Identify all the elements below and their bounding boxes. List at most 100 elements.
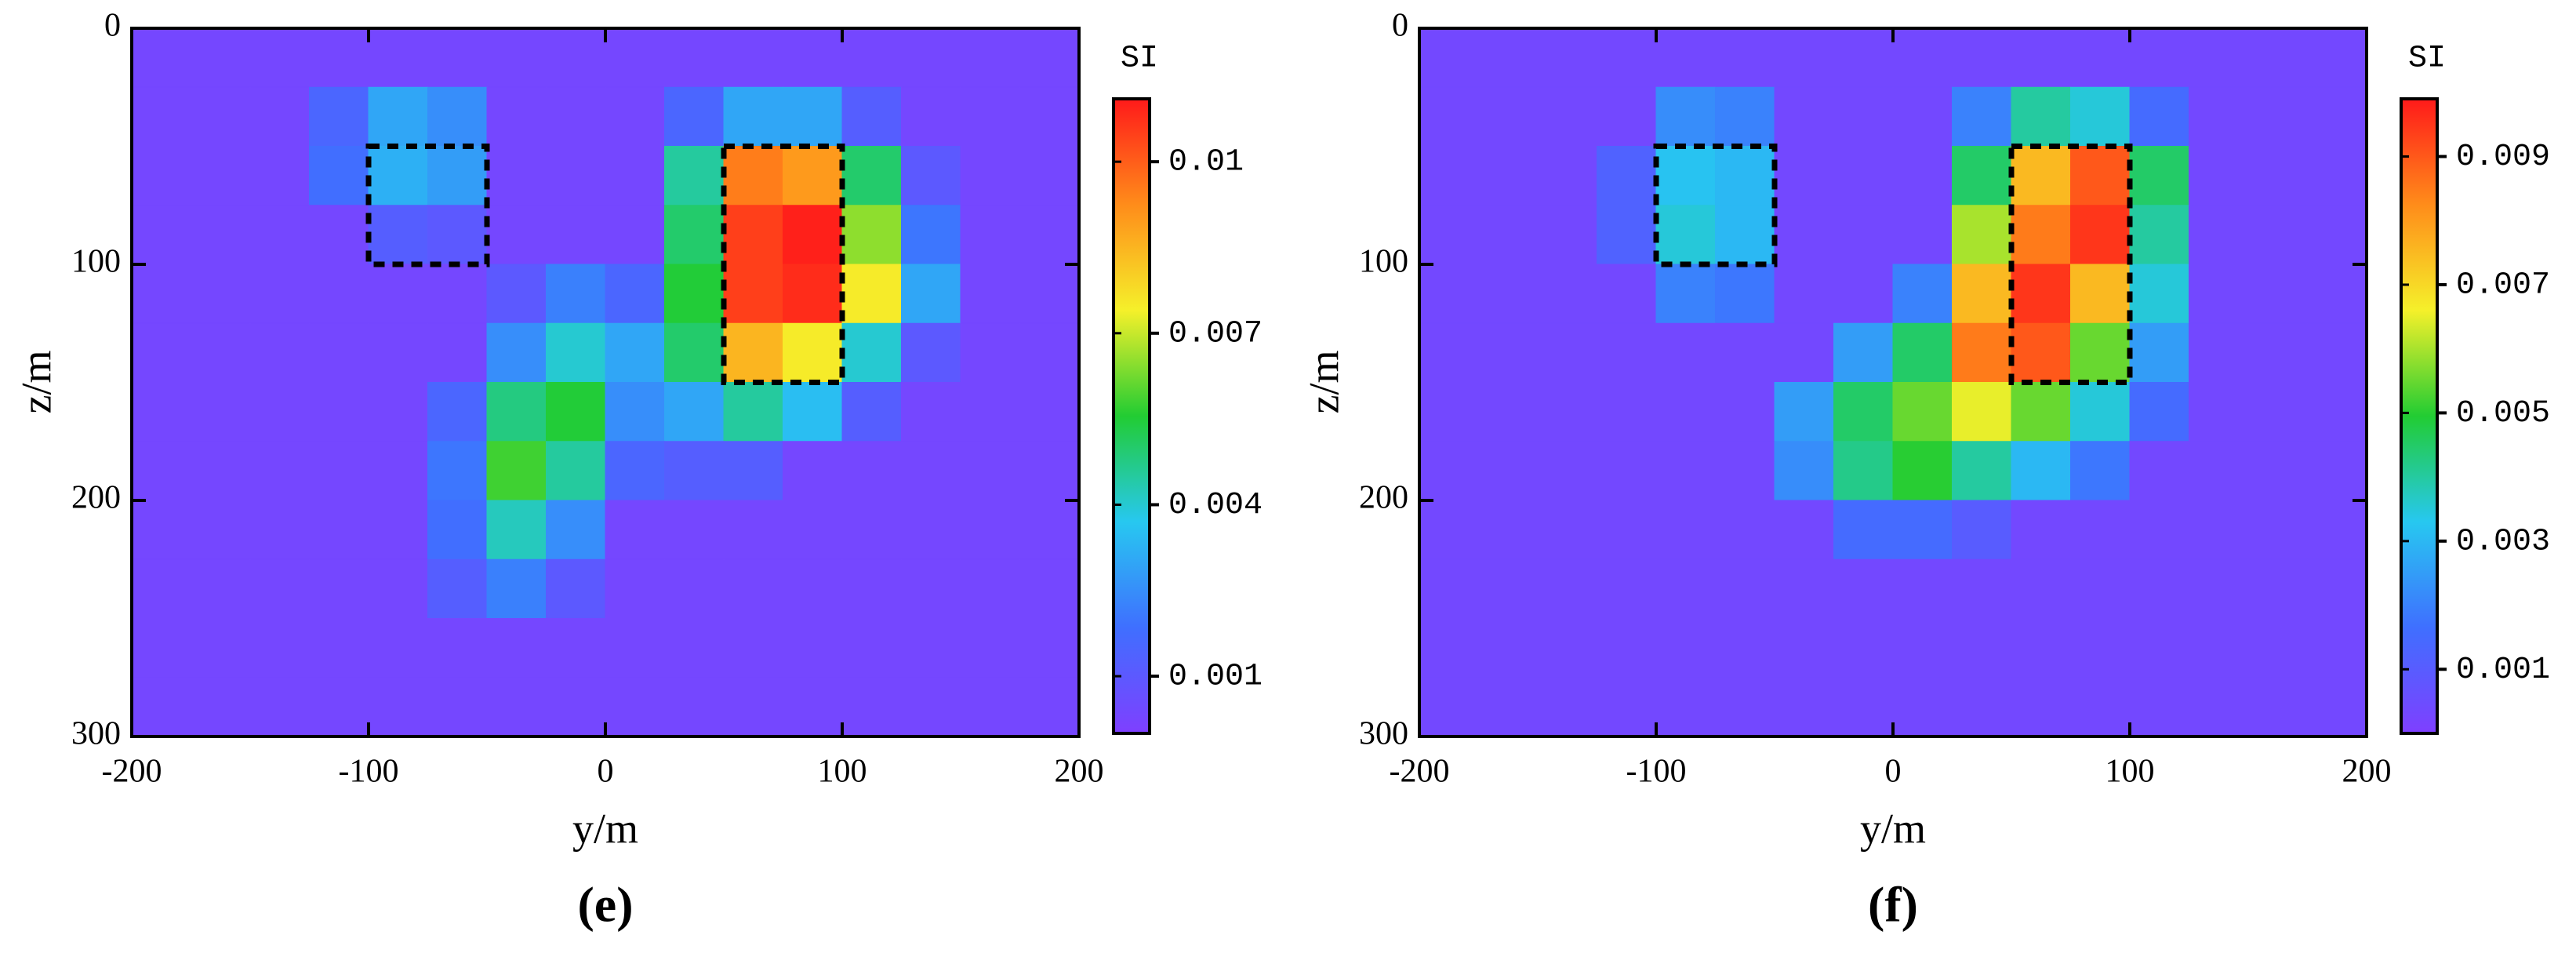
heatmap-cell xyxy=(960,264,1020,324)
heatmap-cell xyxy=(2070,146,2131,206)
heatmap-cell xyxy=(427,500,488,560)
heatmap-cell xyxy=(1952,558,2012,619)
target-box xyxy=(2008,144,2133,385)
y-tick-label: 0 xyxy=(104,8,121,44)
heatmap-cell xyxy=(783,558,843,619)
heatmap-cell xyxy=(1655,205,1716,265)
heatmap-cell xyxy=(2070,264,2131,324)
heatmap-cell xyxy=(1892,618,1953,678)
heatmap-cell xyxy=(1655,86,1716,147)
heatmap-cell xyxy=(249,205,310,265)
heatmap-cell xyxy=(1892,441,1953,501)
heatmap-cell xyxy=(1715,500,1775,560)
heatmap-cell xyxy=(2307,264,2367,324)
heatmap-cell xyxy=(901,264,961,324)
heatmap-cell xyxy=(1019,322,1080,383)
heatmap-cell xyxy=(368,146,428,206)
heatmap-cell xyxy=(2011,618,2071,678)
heatmap-cell xyxy=(131,677,191,737)
heatmap-cell xyxy=(1019,146,1080,206)
heatmap-cell xyxy=(1019,441,1080,501)
heatmap-cell xyxy=(2011,677,2071,737)
heatmap-cell xyxy=(1715,27,1775,88)
heatmap-cell xyxy=(546,500,606,560)
heatmap-cell xyxy=(249,322,310,383)
heatmap-cell xyxy=(2070,27,2131,88)
heatmap-cell xyxy=(131,558,191,619)
x-axis-label: y/m xyxy=(1860,805,1926,852)
heatmap-cell xyxy=(249,382,310,442)
heatmap-cell xyxy=(1833,677,1894,737)
heatmap-cell xyxy=(249,441,310,501)
colorbar-tick-label: 0.001 xyxy=(2456,653,2550,688)
heatmap-cell xyxy=(2307,382,2367,442)
heatmap-cell xyxy=(1892,27,1953,88)
heatmap-cell xyxy=(249,558,310,619)
heatmap-cell xyxy=(2189,146,2249,206)
heatmap-cell xyxy=(1419,205,1479,265)
heatmap-cell xyxy=(191,146,251,206)
heatmap-cell xyxy=(1419,264,1479,324)
heatmap-cell xyxy=(841,205,902,265)
heatmap-cell xyxy=(486,205,547,265)
heatmap-cell xyxy=(841,618,902,678)
heatmap-cell xyxy=(427,618,488,678)
heatmap-cell xyxy=(1537,558,1597,619)
heatmap-cell xyxy=(1019,558,1080,619)
heatmap-cell xyxy=(2011,558,2071,619)
heatmap-cell xyxy=(605,27,665,88)
heatmap-cell xyxy=(783,441,843,501)
heatmap-cell xyxy=(1597,618,1657,678)
heatmap-cell xyxy=(2189,500,2249,560)
heatmap-cell xyxy=(427,322,488,383)
heatmap-cell xyxy=(2189,382,2249,442)
heatmap-cell xyxy=(546,441,606,501)
heatmap-cell xyxy=(1655,558,1716,619)
heatmap-cell xyxy=(1537,205,1597,265)
heatmap-cell xyxy=(1892,322,1953,383)
heatmap-cell xyxy=(2189,618,2249,678)
heatmap-cell xyxy=(1419,382,1479,442)
heatmap-cell xyxy=(2129,27,2189,88)
heatmap-cell xyxy=(2247,264,2308,324)
heatmap-cell xyxy=(960,618,1020,678)
heatmap-cell xyxy=(841,322,902,383)
heatmap-cell xyxy=(486,86,547,147)
heatmap-cell xyxy=(841,558,902,619)
heatmap-cell xyxy=(191,264,251,324)
heatmap-cell xyxy=(960,205,1020,265)
heatmap-cell xyxy=(2129,382,2189,442)
heatmap-cell xyxy=(841,264,902,324)
colorbar xyxy=(2400,97,2439,735)
heatmap-cell xyxy=(486,146,547,206)
heatmap-cell xyxy=(309,205,369,265)
heatmap-cell xyxy=(546,677,606,737)
heatmap-cell xyxy=(1019,27,1080,88)
heatmap-cell xyxy=(546,146,606,206)
x-tick-label: -200 xyxy=(1390,754,1450,790)
target-box xyxy=(365,144,490,267)
heatmap-cell xyxy=(486,618,547,678)
heatmap-cell xyxy=(2129,500,2189,560)
heatmap-cell xyxy=(1833,86,1894,147)
heatmap-cell xyxy=(1537,618,1597,678)
heatmap-cell xyxy=(664,205,725,265)
heatmap-cell xyxy=(1655,500,1716,560)
heatmap-cell xyxy=(249,146,310,206)
heatmap-cell xyxy=(783,86,843,147)
heatmap-cell xyxy=(1715,618,1775,678)
heatmap-cell xyxy=(1478,86,1539,147)
heatmap-cell xyxy=(427,558,488,619)
colorbar-tick-label: 0.007 xyxy=(2456,268,2550,304)
heatmap-cell xyxy=(2011,264,2071,324)
x-tick-label: 200 xyxy=(1055,754,1104,790)
heatmap-cell xyxy=(1655,322,1716,383)
heatmap-cell xyxy=(1774,146,1834,206)
heatmap-cell xyxy=(901,558,961,619)
heatmap-cell xyxy=(368,441,428,501)
x-tick-label: 0 xyxy=(1885,754,1902,790)
heatmap-cell xyxy=(131,441,191,501)
heatmap-cell xyxy=(486,558,547,619)
heatmap-cell xyxy=(191,205,251,265)
heatmap-cell xyxy=(2189,441,2249,501)
